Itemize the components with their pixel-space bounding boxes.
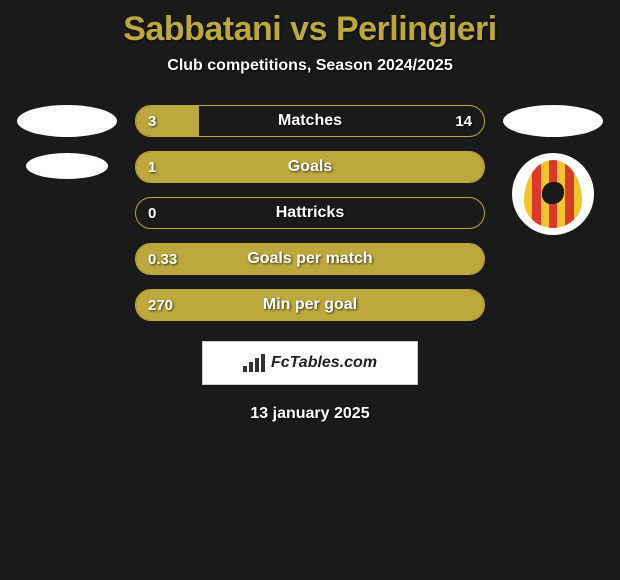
stat-row-matches: 3 Matches 14	[135, 105, 485, 137]
stat-row-mpg: 270 Min per goal	[135, 289, 485, 321]
generated-date: 13 january 2025	[250, 405, 369, 423]
branding-box[interactable]: FcTables.com	[202, 341, 418, 385]
page-title: Sabbatani vs Perlingieri	[123, 10, 496, 49]
stats-column: 3 Matches 14 1 Goals 0 Hattricks 0.33 Go…	[135, 105, 485, 321]
player2-club-badge-1	[503, 105, 603, 137]
stat-label: Hattricks	[136, 198, 484, 228]
branding-text: FcTables.com	[271, 354, 377, 372]
stat-label: Matches	[136, 106, 484, 136]
stat-row-gpm: 0.33 Goals per match	[135, 243, 485, 275]
comparison-card: Sabbatani vs Perlingieri Club competitio…	[0, 0, 620, 433]
right-badges	[503, 105, 603, 235]
stat-row-goals: 1 Goals	[135, 151, 485, 183]
benevento-crest-icon	[524, 160, 582, 228]
fctables-bar-icon	[243, 354, 265, 372]
player1-club-badge-2	[26, 153, 108, 179]
page-subtitle: Club competitions, Season 2024/2025	[167, 57, 452, 75]
stat-label: Goals	[136, 152, 484, 182]
main-row: 3 Matches 14 1 Goals 0 Hattricks 0.33 Go…	[0, 105, 620, 321]
left-badges	[17, 105, 117, 179]
player2-club-badge-2	[512, 153, 594, 235]
stat-label: Min per goal	[136, 290, 484, 320]
stat-label: Goals per match	[136, 244, 484, 274]
player1-club-badge-1	[17, 105, 117, 137]
stat-row-hattricks: 0 Hattricks	[135, 197, 485, 229]
stat-right-value: 14	[455, 106, 472, 136]
